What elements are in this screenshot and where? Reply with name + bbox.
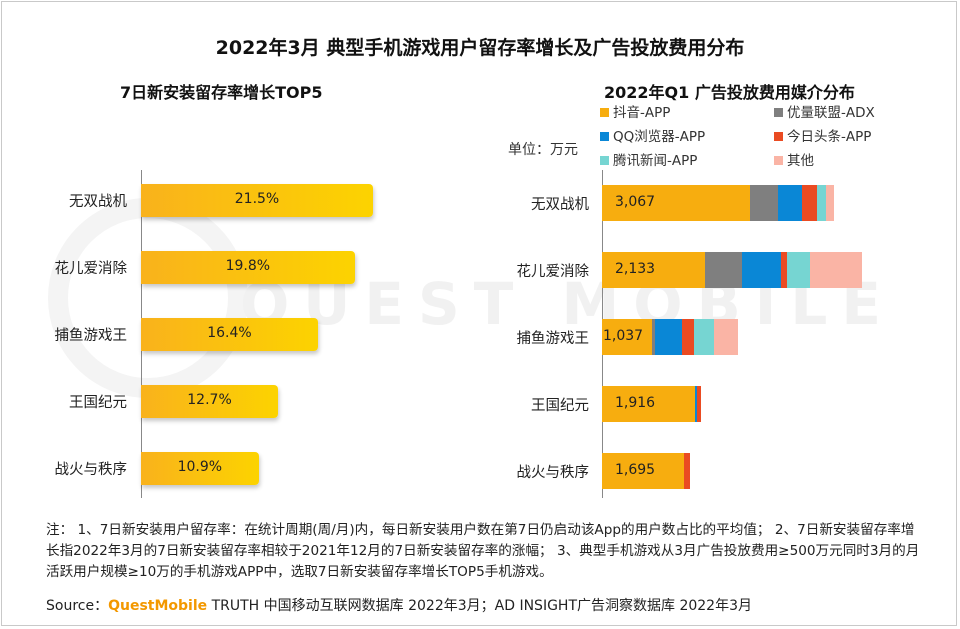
left-bar-value-label: 16.4% [207,325,252,341]
left-bar-value-label: 19.8% [225,258,271,274]
legend-swatch [774,107,783,117]
legend-label: QQ浏览器-APP [613,129,706,145]
left-chart-title: 7日新安装留存率增长TOP5 [120,83,323,102]
left-bar [141,317,318,351]
left-category-label: 花儿爱消除 [54,261,128,277]
stacked-bar-segment [683,453,690,489]
legend-swatch [600,131,609,141]
right-category-label: 战火与秩序 [516,465,590,481]
stacked-bar-segment [705,252,742,288]
stacked-bar-segment [802,185,818,221]
stacked-bar-segment [602,386,695,422]
legend-item: 腾讯新闻-APP [600,149,697,169]
right-category-label: 捕鱼游戏王 [516,331,590,347]
stacked-bar-segment [652,319,655,355]
legend-swatch [600,107,609,117]
right-category-label: 花儿爱消除 [516,264,590,280]
left-category-label: 王国纪元 [69,395,127,411]
legend-label: 腾讯新闻-APP [613,153,698,169]
footnote: 注： 1、7日新安装用户留存率：在统计周期(周/月)内，每日新安装用户数在第7日… [46,522,920,580]
stacked-bar-segment [681,319,694,355]
stacked-bar-value-label: 1,916 [615,395,656,411]
stacked-bar-segment [602,319,653,355]
legend-item: 抖音-APP [600,101,670,121]
stacked-bar-segment [654,319,682,355]
stacked-bar-segment [787,252,810,288]
left-bar-value-label: 10.9% [177,459,223,475]
watermark-ring [48,198,248,398]
stacked-bar-segment [696,386,702,422]
stacked-bar-segment [778,185,803,221]
stacked-bar-segment [693,319,715,355]
legend-label: 今日头条-APP [787,129,872,145]
legend-label: 优量联盟-ADX [787,105,875,121]
main-title: 2022年3月 典型手机游戏用户留存率增长及广告投放费用分布 [215,37,745,59]
stacked-bar-segment [826,185,834,221]
source-line: Source：QuestMobile TRUTH 中国移动互联网数据库 2022… [46,595,752,615]
legend-label: 抖音-APP [613,105,671,121]
stacked-bar-segment [602,185,751,221]
stacked-bar-segment [741,252,782,288]
left-bar [141,250,355,284]
source-brand: QuestMobile [108,598,208,614]
left-bar [141,384,279,418]
stacked-bar-segment [781,252,788,288]
left-bar-value-label: 12.7% [187,392,232,408]
stacked-bar-value-label: 2,133 [615,261,656,277]
legend-item: 优量联盟-ADX [774,101,875,121]
stacked-bar-segment [714,319,739,355]
stacked-bar-segment [809,252,862,288]
right-category-label: 无双战机 [531,197,589,213]
stacked-bar-segment [602,252,706,288]
left-bar [141,183,373,217]
stacked-bar-value-label: 3,067 [615,194,656,210]
legend-swatch [600,155,609,165]
stacked-bar-segment [602,453,684,489]
left-category-label: 战火与秩序 [54,462,128,478]
stacked-bar-segment [750,185,779,221]
left-bar [141,451,259,485]
legend-item: 其他 [774,149,814,169]
legend-swatch [774,131,783,141]
stacked-bar-value-label: 1,037 [603,328,644,344]
source-rest: TRUTH 中国移动互联网数据库 2022年3月；AD INSIGHT广告洞察数… [207,598,752,614]
left-category-label: 无双战机 [69,194,127,210]
right-category-label: 王国纪元 [531,398,589,414]
left-category-label: 捕鱼游戏王 [54,328,128,344]
legend-swatch [774,155,783,165]
legend-label: 其他 [787,153,814,169]
legend-item: QQ浏览器-APP [600,125,705,145]
source-prefix: Source： [46,598,109,614]
stacked-bar-value-label: 1,695 [615,462,656,478]
stacked-bar-segment [694,386,697,422]
right-chart-title: 2022年Q1 广告投放费用媒介分布 [604,83,855,102]
left-bar-value-label: 21.5% [234,191,280,207]
legend-item: 今日头条-APP [774,125,871,145]
stacked-bar-segment [817,185,827,221]
unit-label: 单位：万元 [508,142,578,158]
